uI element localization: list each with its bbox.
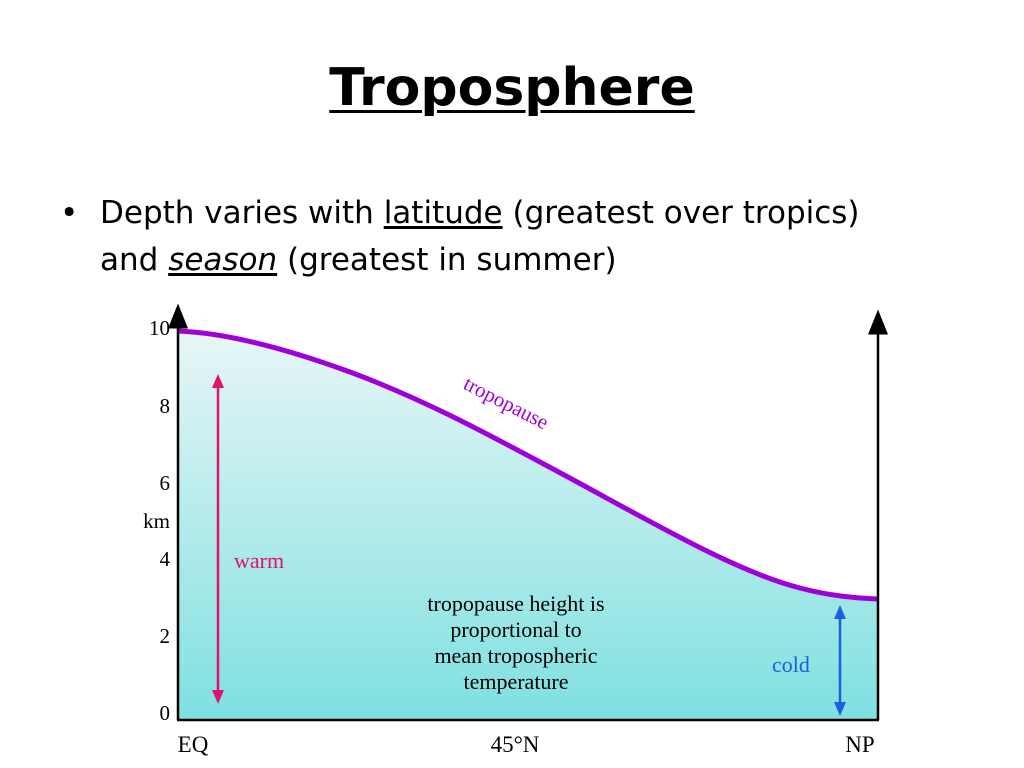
x-label-eq: EQ: [178, 732, 209, 757]
bullet-text-part1: Depth varies with: [100, 195, 384, 231]
season-word: season: [168, 242, 278, 278]
slide-title: Troposphere: [329, 58, 695, 118]
y-unit-label: km: [143, 509, 170, 533]
bullet-text-part2: (greatest over tropics): [502, 195, 860, 231]
y-tick-2: 2: [160, 624, 171, 648]
bullet-text-part4: (greatest in summer): [277, 242, 617, 278]
y-tick-10: 10: [149, 316, 170, 340]
y-tick-4: 4: [160, 547, 171, 571]
x-label-np: NP: [845, 732, 874, 757]
y-tick-6: 6: [160, 471, 171, 495]
center-note-line-1: tropopause height is: [427, 591, 604, 616]
cold-arrow: [834, 605, 846, 716]
bullet-marker: •: [60, 195, 79, 231]
warm-arrow: [212, 374, 224, 704]
center-note-line-4: temperature: [463, 669, 568, 694]
center-note-line-2: proportional to: [450, 617, 581, 642]
center-note-line-3: mean tropospheric: [434, 643, 597, 668]
latitude-word: latitude: [383, 195, 503, 231]
bullet-text: Depth varies with latitude (greatest ove…: [100, 190, 980, 284]
troposphere-fill: [178, 331, 878, 720]
cold-label: cold: [772, 652, 810, 677]
x-label-45n: 45°N: [491, 732, 540, 757]
y-tick-8: 8: [160, 394, 171, 418]
warm-label: warm: [234, 548, 284, 573]
tropopause-curve: [177, 328, 879, 602]
y-tick-0: 0: [160, 701, 171, 725]
bullet-text-part3: and: [100, 242, 169, 278]
